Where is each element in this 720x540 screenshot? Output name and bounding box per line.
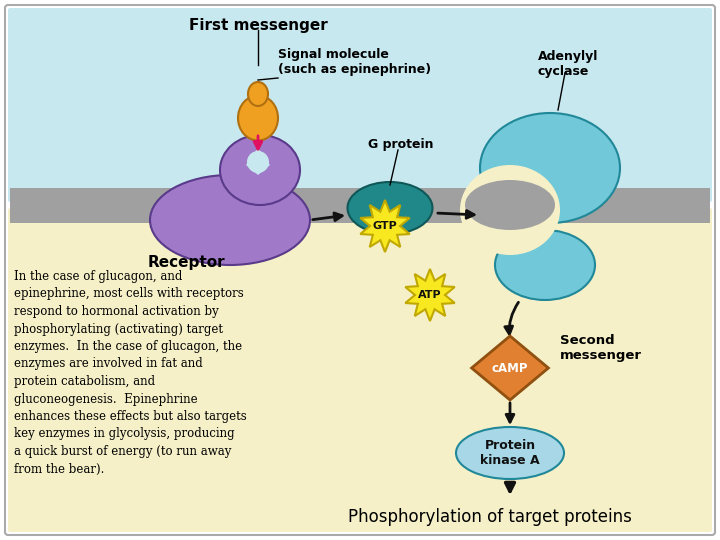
Bar (10, 188, 710, 223)
Polygon shape (472, 336, 549, 400)
Text: ATP: ATP (418, 290, 442, 300)
Polygon shape (360, 200, 410, 252)
Polygon shape (405, 269, 455, 321)
Ellipse shape (495, 230, 595, 300)
FancyBboxPatch shape (8, 8, 712, 202)
Text: Signal molecule
(such as epinephrine): Signal molecule (such as epinephrine) (278, 48, 431, 76)
Text: G protein: G protein (368, 138, 433, 151)
Text: Receptor: Receptor (148, 255, 225, 270)
Ellipse shape (220, 135, 300, 205)
Ellipse shape (238, 96, 278, 140)
Text: Protein
kinase A: Protein kinase A (480, 439, 540, 467)
Text: Second
messenger: Second messenger (560, 334, 642, 362)
Ellipse shape (348, 182, 433, 234)
Text: First messenger: First messenger (189, 18, 328, 33)
Ellipse shape (456, 427, 564, 479)
Ellipse shape (465, 180, 555, 230)
Ellipse shape (248, 82, 268, 106)
Text: Phosphorylation of target proteins: Phosphorylation of target proteins (348, 508, 632, 526)
FancyBboxPatch shape (8, 208, 712, 532)
Text: Adenylyl
cyclase: Adenylyl cyclase (538, 50, 598, 78)
FancyBboxPatch shape (5, 5, 715, 535)
Text: GTP: GTP (373, 221, 397, 231)
Ellipse shape (150, 175, 310, 265)
Ellipse shape (460, 165, 560, 255)
Ellipse shape (480, 113, 620, 223)
Polygon shape (246, 148, 270, 175)
Text: cAMP: cAMP (492, 361, 528, 375)
Text: In the case of glucagon, and
epinephrine, most cells with receptors
respond to h: In the case of glucagon, and epinephrine… (14, 270, 247, 476)
Ellipse shape (247, 151, 269, 173)
